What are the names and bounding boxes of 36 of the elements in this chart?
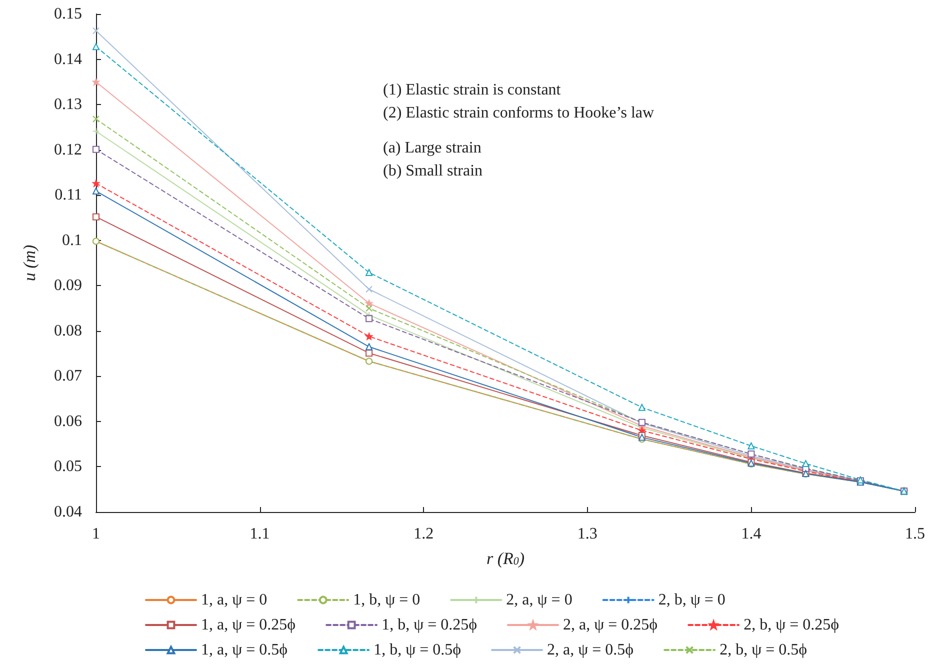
annotation: (2) Elastic strain conforms to Hooke’s law xyxy=(383,104,654,122)
y-tick-label: 0.14 xyxy=(54,50,82,68)
y-tick-label: 0.15 xyxy=(54,6,82,22)
y-tick-label: 0.04 xyxy=(54,504,82,520)
annotation: (a) Large strain xyxy=(383,140,482,156)
legend-label: 1, b, ψ = 0.5ϕ xyxy=(374,642,462,658)
legend-label: 2, b, ψ = 0.25ϕ xyxy=(744,616,840,634)
y-tick-label: 0.05 xyxy=(54,458,82,476)
legend-label: 2, a, ψ = 0.25ϕ xyxy=(563,616,658,634)
y-tick-label: 0.13 xyxy=(54,96,82,114)
annotation: (1) Elastic strain is constant xyxy=(383,82,562,98)
x-tick-label: 1.2 xyxy=(414,526,434,542)
y-tick-label: 0.11 xyxy=(54,186,82,204)
y-tick-label: 0.06 xyxy=(54,412,82,430)
legend-label: 1, a, ψ = 0 xyxy=(201,592,268,608)
legend-label: 2, a, ψ = 0 xyxy=(506,592,572,608)
legend-label: 2, b, ψ = 0.5ϕ xyxy=(720,642,808,658)
annotation: (b) Small strain xyxy=(383,162,483,180)
legend-label: 1, b, ψ = 0 xyxy=(353,592,420,608)
y-tick-label: 0.08 xyxy=(54,322,82,340)
x-tick-label: 1.4 xyxy=(741,526,762,542)
legend-label: 1, b, ψ = 0.25ϕ xyxy=(382,616,478,634)
x-tick-label: 1.5 xyxy=(905,526,925,542)
y-tick-label: 0.12 xyxy=(54,141,82,158)
x-tick-label: 1 xyxy=(92,526,100,542)
legend-label: 1, a, ψ = 0.5ϕ xyxy=(201,642,288,658)
legend-label: 1, a, ψ = 0.25ϕ xyxy=(201,616,296,634)
y-tick-label: 0.1 xyxy=(62,232,82,249)
y-tick-label: 0.09 xyxy=(54,277,82,294)
x-tick-label: 1.3 xyxy=(577,526,598,542)
x-axis-title: r (R0) xyxy=(486,549,525,568)
y-axis-title: u (m) xyxy=(20,244,39,282)
y-tick-label: 0.07 xyxy=(54,368,82,385)
x-tick-label: 1.1 xyxy=(250,526,270,542)
legend-label: 2, b, ψ = 0 xyxy=(658,592,726,608)
legend-label: 2, a, ψ = 0.5ϕ xyxy=(547,642,634,658)
